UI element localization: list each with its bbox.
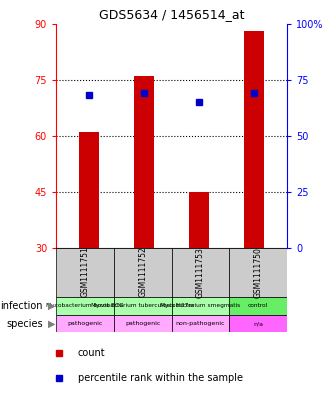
Text: pathogenic: pathogenic [125,321,160,326]
Bar [189,191,209,248]
Bar [229,248,287,297]
Text: control: control [248,303,268,309]
Text: infection: infection [0,301,43,311]
Bar [229,315,287,332]
Bar [172,315,229,332]
Bar [56,315,114,332]
Text: n/a: n/a [253,321,263,326]
Bar [135,76,154,248]
Bar [172,248,229,297]
Text: GSM1111751: GSM1111751 [81,247,89,298]
Bar [245,31,264,248]
Text: percentile rank within the sample: percentile rank within the sample [78,373,243,383]
Bar [114,248,172,297]
Text: ▶: ▶ [48,301,55,311]
Bar [80,132,99,248]
Text: GSM1111753: GSM1111753 [196,247,205,298]
Text: count: count [78,349,105,358]
Text: Mycobacterium smegmatis: Mycobacterium smegmatis [160,303,241,309]
Text: Mycobacterium tuberculosis H37ra: Mycobacterium tuberculosis H37ra [91,303,194,309]
Text: GSM1111750: GSM1111750 [254,247,263,298]
Text: non-pathogenic: non-pathogenic [176,321,225,326]
Text: pathogenic: pathogenic [67,321,103,326]
Title: GDS5634 / 1456514_at: GDS5634 / 1456514_at [99,8,244,21]
Text: GSM1111752: GSM1111752 [138,247,147,298]
Text: Mycobacterium bovis BCG: Mycobacterium bovis BCG [46,303,124,309]
Text: species: species [6,319,43,329]
Bar [56,248,114,297]
Bar [114,315,172,332]
Bar [172,297,229,315]
Bar [56,297,114,315]
Bar [114,297,172,315]
Bar [229,297,287,315]
Text: ▶: ▶ [48,319,55,329]
